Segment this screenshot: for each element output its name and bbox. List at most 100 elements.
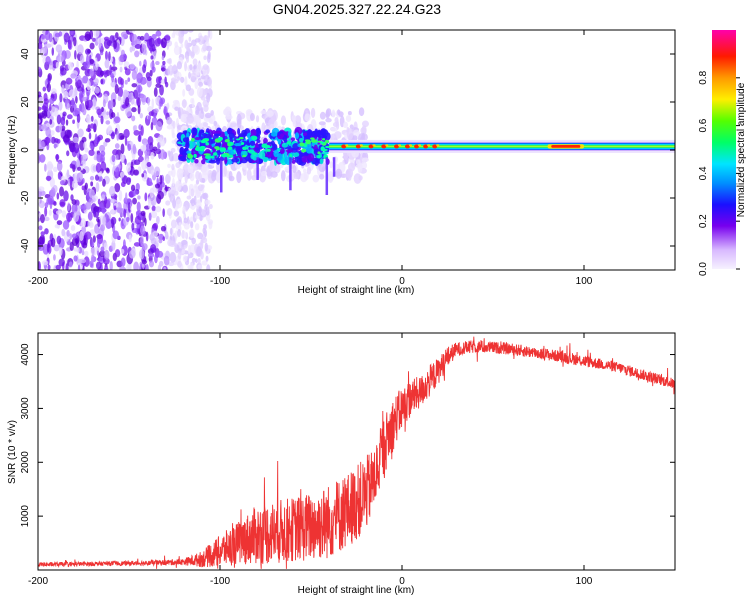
band-halo bbox=[321, 166, 326, 172]
noise-blob bbox=[128, 30, 136, 33]
noise-blob bbox=[44, 206, 48, 217]
noise-blob bbox=[126, 263, 131, 270]
band-peak bbox=[311, 139, 318, 143]
stable-hotspot-edge bbox=[418, 144, 422, 147]
noise-blob bbox=[198, 81, 204, 87]
noise-blob bbox=[96, 152, 103, 163]
band-peak bbox=[305, 139, 312, 145]
noise-blob bbox=[165, 173, 171, 184]
band-halo bbox=[310, 107, 316, 119]
band-halo bbox=[201, 163, 209, 176]
band-peak bbox=[208, 155, 215, 159]
noise-blob bbox=[191, 39, 197, 46]
noise-blob bbox=[137, 104, 141, 115]
band-halo bbox=[342, 121, 349, 129]
noise-blob bbox=[206, 53, 211, 64]
noise-blob bbox=[133, 89, 139, 100]
noise-blob bbox=[145, 264, 149, 270]
band-halo bbox=[280, 115, 287, 126]
band-core bbox=[271, 143, 278, 151]
noise-blob bbox=[166, 207, 173, 217]
band-core bbox=[320, 128, 327, 137]
heatmap-y-label: Frequency (Hz) bbox=[7, 116, 18, 185]
snr-y-label: SNR (10 * v/v) bbox=[7, 420, 18, 484]
band-peak bbox=[224, 139, 230, 143]
band-halo bbox=[331, 110, 336, 118]
noise-blob bbox=[59, 124, 62, 134]
band-core bbox=[301, 155, 309, 163]
noise-blob bbox=[106, 111, 110, 116]
noise-blob bbox=[133, 242, 141, 247]
noise-blob bbox=[42, 86, 47, 92]
colorbar-tick-label: 0.6 bbox=[698, 118, 709, 132]
band-halo bbox=[355, 163, 363, 169]
noise-blob bbox=[166, 42, 170, 50]
band-peak bbox=[324, 139, 330, 144]
noise-blob bbox=[114, 143, 120, 149]
stable-hotspot-edge bbox=[436, 144, 440, 147]
noise-blob bbox=[174, 106, 179, 111]
y-tick-label: 2000 bbox=[20, 451, 31, 474]
noise-blob bbox=[116, 130, 120, 141]
band-core bbox=[294, 132, 300, 139]
noise-blob bbox=[154, 38, 161, 47]
noise-blob bbox=[163, 255, 170, 266]
band-core bbox=[255, 147, 260, 151]
noise-blob bbox=[155, 215, 160, 225]
noise-blob bbox=[177, 229, 182, 238]
noise-blob bbox=[69, 175, 73, 187]
band-halo bbox=[249, 113, 255, 121]
noise-blob bbox=[40, 214, 45, 224]
noise-blob bbox=[192, 58, 198, 66]
band-halo bbox=[329, 161, 333, 169]
noise-blob bbox=[119, 266, 126, 270]
band-halo bbox=[187, 164, 194, 174]
stable-hotspot-edge bbox=[359, 144, 363, 147]
noise-blob bbox=[120, 257, 126, 267]
noise-blob bbox=[181, 30, 189, 35]
band-halo bbox=[304, 113, 311, 122]
noise-blob bbox=[71, 233, 78, 239]
noise-blob bbox=[82, 107, 87, 116]
noise-blob bbox=[131, 69, 138, 81]
band-peak bbox=[238, 136, 244, 140]
noise-blob bbox=[67, 61, 74, 71]
band-core bbox=[307, 153, 315, 162]
noise-blob bbox=[158, 238, 163, 244]
noise-blob bbox=[141, 259, 147, 265]
noise-blob bbox=[173, 45, 181, 56]
noise-blob bbox=[51, 88, 57, 95]
noise-blob bbox=[107, 198, 111, 204]
noise-blob bbox=[52, 166, 58, 173]
band-core bbox=[291, 159, 296, 164]
band-streak bbox=[220, 157, 223, 193]
noise-blob bbox=[73, 255, 78, 262]
noise-blob bbox=[159, 139, 166, 147]
noise-blob bbox=[81, 84, 85, 93]
noise-blob bbox=[118, 217, 121, 222]
noise-blob bbox=[120, 143, 125, 155]
x-tick-label: -100 bbox=[210, 276, 230, 287]
noise-blob bbox=[131, 115, 136, 122]
noise-blob bbox=[46, 83, 51, 93]
stable-hotspot bbox=[394, 144, 400, 149]
noise-blob bbox=[207, 78, 212, 87]
noise-blob bbox=[45, 43, 52, 48]
noise-blob bbox=[149, 69, 153, 77]
noise-blob bbox=[38, 139, 43, 150]
noise-blob bbox=[196, 101, 202, 112]
band-halo bbox=[273, 120, 278, 129]
band-halo bbox=[291, 114, 297, 122]
noise-blob bbox=[110, 66, 118, 71]
noise-blob bbox=[193, 64, 197, 70]
noise-blob bbox=[132, 143, 137, 155]
colorbar-ticks: 0.0 0.2 0.4 0.6 0.8 bbox=[698, 70, 740, 276]
noise-blob bbox=[60, 55, 64, 63]
noise-blob bbox=[151, 200, 155, 207]
noise-blob bbox=[182, 184, 189, 193]
y-tick-label: 20 bbox=[20, 96, 31, 108]
band-halo bbox=[335, 168, 343, 179]
noise-blob bbox=[190, 221, 194, 229]
noise-blob bbox=[133, 124, 138, 131]
stable-hotspot-edge bbox=[427, 144, 431, 147]
